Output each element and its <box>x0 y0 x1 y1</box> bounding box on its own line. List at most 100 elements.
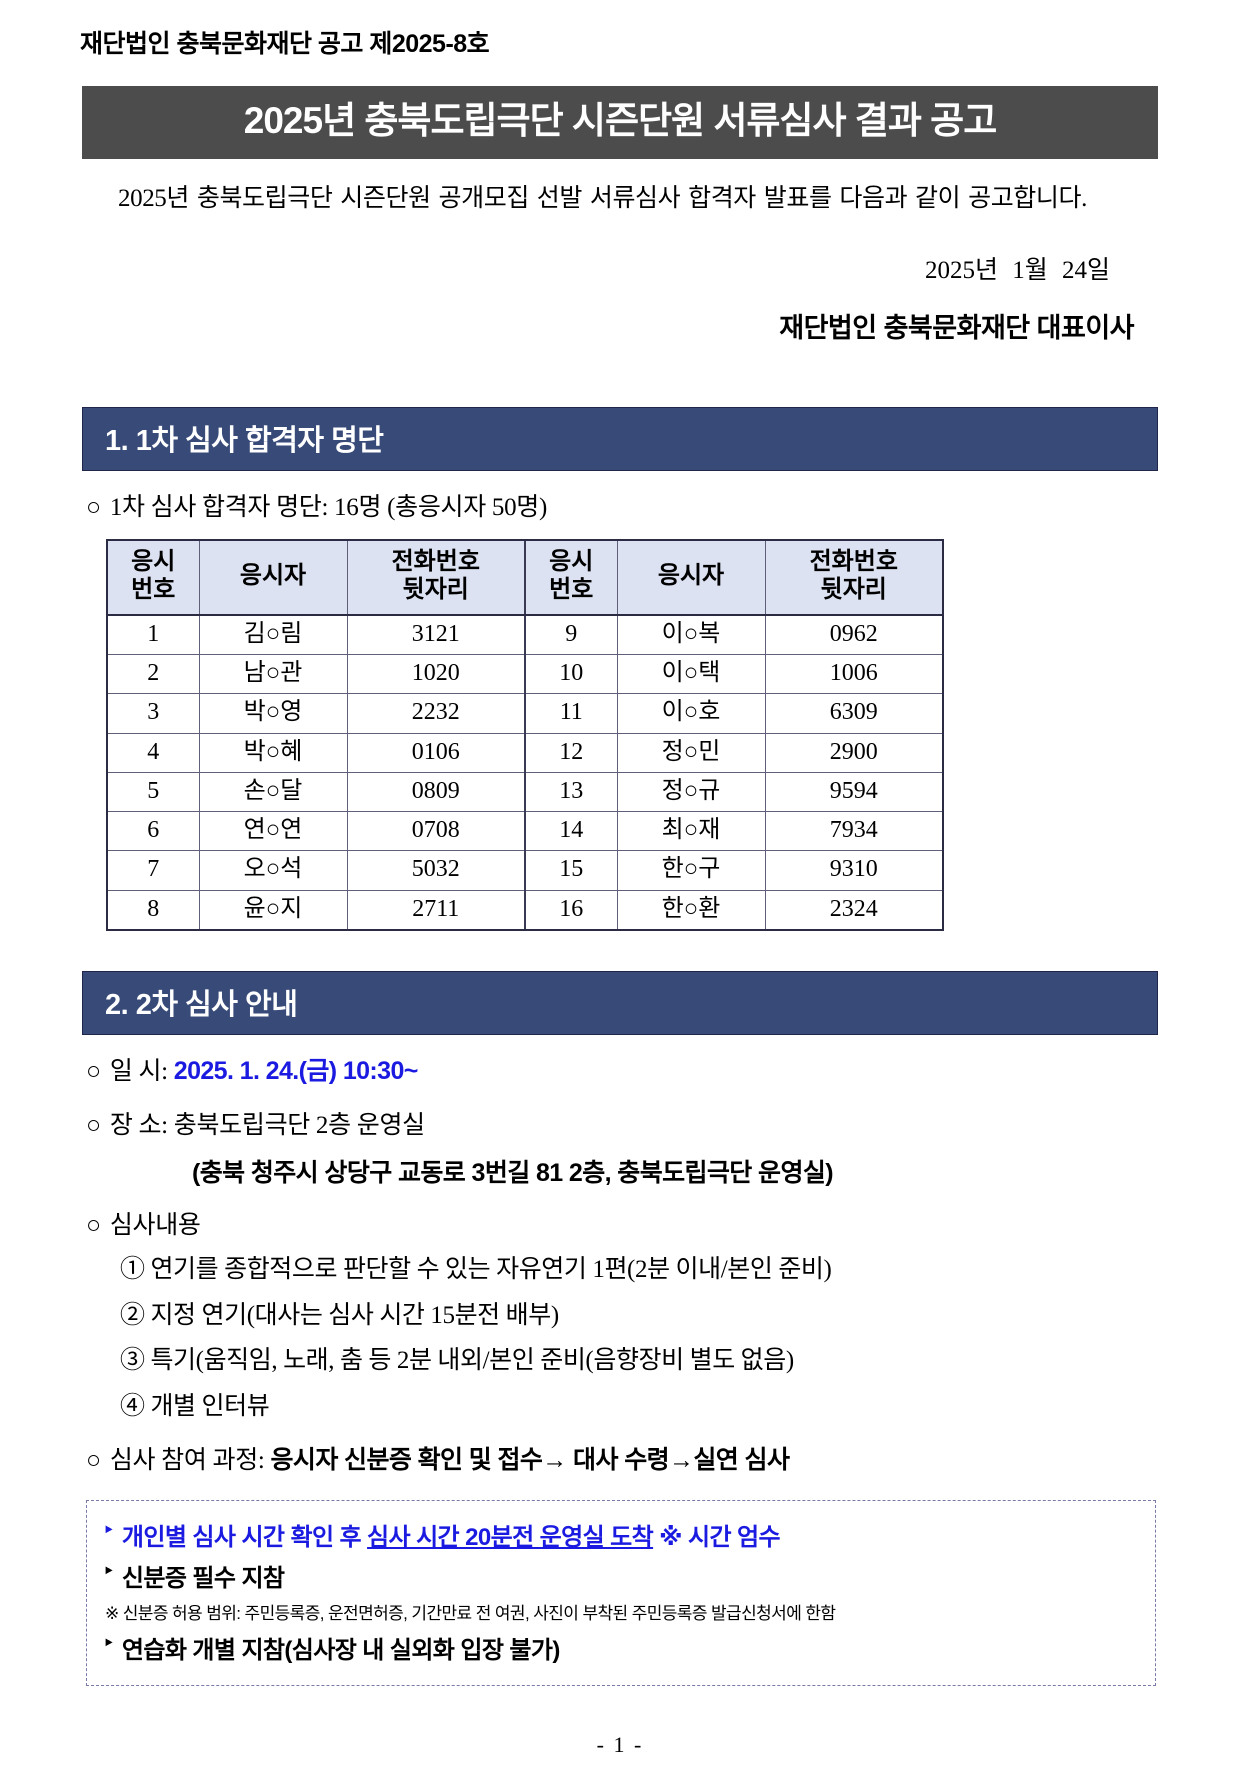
notice-text: 신분증 필수 지참 <box>122 1558 285 1593</box>
schedule-line: ○ 일 시: 2025. 1. 24.(금) 10:30~ <box>86 1055 1168 1089</box>
cell-applicant-no-left: 8 <box>106 889 200 932</box>
cell-applicant-name-left: 박○영 <box>198 693 348 734</box>
cell-applicant-name-right: 정○민 <box>616 732 766 773</box>
document-number: 재단법인 충북문화재단 공고 제2025-8호 <box>80 30 490 58</box>
review-content-label: 심사내용 <box>109 1211 201 1239</box>
table-row: 5 손○달 0809 13 정○규 9594 <box>106 771 944 813</box>
cell-applicant-name-left: 오○석 <box>198 850 348 891</box>
table-row: 3 박○영 2232 11 이○호 6309 <box>106 693 944 734</box>
review-content-item-2: ② 지정 연기(대사는 심사 시간 15분전 배부) <box>120 1301 559 1329</box>
cell-phone-tail-right: 2324 <box>764 889 944 932</box>
cell-applicant-no-left: 6 <box>106 811 200 852</box>
th-phone-tail-right: 전화번호 뒷자리 <box>764 538 944 616</box>
triangle-bullet-icon: ‣ <box>103 1520 115 1541</box>
cell-applicant-name-right: 한○환 <box>616 889 766 932</box>
section-heading-2: 2. 2차 심사 안내 <box>82 971 1158 1036</box>
schedule-label: 일 시: <box>109 1058 168 1086</box>
page-number: - 1 - <box>596 1732 644 1758</box>
bullet-circle-icon: ○ <box>86 1058 101 1086</box>
triangle-bullet-icon: ‣ <box>103 1561 115 1582</box>
bullet-circle-icon: ○ <box>86 1447 101 1475</box>
cell-phone-tail-right: 2900 <box>764 732 944 773</box>
cell-applicant-no-left: 1 <box>106 614 200 655</box>
venue-value: 충북도립극단 2층 운영실 <box>173 1111 425 1139</box>
cell-phone-tail-right: 9594 <box>764 771 944 813</box>
cell-phone-tail-right: 7934 <box>764 811 944 852</box>
bullet-circle-icon: ○ <box>86 494 101 522</box>
intro-paragraph: 2025년 충북도립극단 시즌단원 공개모집 선발 서류심사 합격자 발표를 다… <box>118 184 1087 212</box>
th-phone-tail-left: 전화번호 뒷자리 <box>346 538 526 616</box>
cell-applicant-no-right: 16 <box>524 889 618 932</box>
table-row: 4 박○혜 0106 12 정○민 2900 <box>106 732 944 773</box>
process-value: 응시자 신분증 확인 및 접수→ 대사 수령→실연 심사 <box>270 1446 790 1475</box>
section1-summary-text: 1차 심사 합격자 명단: 16명 (총응시자 50명) <box>109 494 548 522</box>
cell-phone-tail-left: 2711 <box>346 889 526 932</box>
table-row: 7 오○석 5032 15 한○구 9310 <box>106 850 944 891</box>
cell-applicant-no-left: 4 <box>106 732 200 773</box>
cell-applicant-no-right: 12 <box>524 732 618 773</box>
th-applicant-no-right: 응시 번호 <box>524 538 618 616</box>
cell-phone-tail-left: 2232 <box>346 693 526 734</box>
cell-phone-tail-right: 6309 <box>764 693 944 734</box>
cell-phone-tail-right: 0962 <box>764 614 944 655</box>
cell-phone-tail-right: 9310 <box>764 850 944 891</box>
cell-applicant-name-right: 한○구 <box>616 850 766 891</box>
th-applicant-name-right: 응시자 <box>616 538 766 616</box>
notice-line-1: ‣ 개인별 심사 시간 확인 후 심사 시간 20분전 운영실 도착 ※ 시간 엄… <box>103 1517 1139 1552</box>
notice-line-2: ‣ 신분증 필수 지참 <box>103 1558 1139 1593</box>
cell-applicant-no-left: 2 <box>106 653 200 695</box>
venue-line: ○ 장 소: 충북도립극단 2층 운영실 <box>86 1109 1168 1143</box>
cell-applicant-no-right: 15 <box>524 850 618 891</box>
cell-applicant-no-right: 10 <box>524 653 618 695</box>
venue-address: (충북 청주시 상당구 교동로 3번길 81 2층, 충북도립극단 운영실) <box>192 1158 834 1187</box>
th-applicant-no-left: 응시 번호 <box>106 538 200 616</box>
cell-phone-tail-left: 5032 <box>346 850 526 891</box>
notice-text-tail: ※ 시간 엄수 <box>653 1524 780 1552</box>
review-content-item-1: ① 연기를 종합적으로 판단할 수 있는 자유연기 1편(2분 이내/본인 준비… <box>120 1256 832 1284</box>
cell-phone-tail-left: 0809 <box>346 771 526 813</box>
notice-text-lead: 연습화 개별 지참(심사장 내 실외화 입장 불가) <box>121 1637 560 1665</box>
cell-applicant-no-left: 7 <box>106 850 200 891</box>
cell-applicant-name-left: 손○달 <box>198 771 348 813</box>
notice-text-lead: 신분증 필수 지참 <box>121 1565 285 1593</box>
cell-phone-tail-left: 0106 <box>346 732 526 773</box>
triangle-bullet-icon: ‣ <box>103 1633 115 1654</box>
cell-phone-tail-left: 0708 <box>346 811 526 852</box>
table-row: 6 연○연 0708 14 최○재 7934 <box>106 811 944 852</box>
notice-line-3: ‣ 연습화 개별 지참(심사장 내 실외화 입장 불가) <box>103 1630 1139 1665</box>
table-header-row: 응시 번호 응시자 전화번호 뒷자리 응시 번호 응시자 전 <box>106 538 944 616</box>
cell-applicant-name-left: 남○관 <box>198 653 348 695</box>
table-row: 1 김○림 3121 9 이○복 0962 <box>106 614 944 655</box>
cell-applicant-name-right: 최○재 <box>616 811 766 852</box>
notice-text: 개인별 심사 시간 확인 후 심사 시간 20분전 운영실 도착 ※ 시간 엄수 <box>122 1517 781 1552</box>
notice-text-emphasis: 심사 시간 20분전 운영실 도착 <box>367 1524 654 1552</box>
pass-list-table: 응시 번호 응시자 전화번호 뒷자리 응시 번호 응시자 전 <box>106 538 944 932</box>
cell-applicant-name-right: 이○택 <box>616 653 766 695</box>
document-title-banner: 2025년 충북도립극단 시즌단원 서류심사 결과 공고 <box>82 86 1158 159</box>
cell-applicant-name-left: 박○혜 <box>198 732 348 773</box>
bullet-circle-icon: ○ <box>86 1211 101 1239</box>
th-applicant-name-left: 응시자 <box>198 538 348 616</box>
schedule-value: 2025. 1. 24.(금) 10:30~ <box>173 1057 419 1086</box>
table-row: 2 남○관 1020 10 이○택 1006 <box>106 653 944 695</box>
cell-applicant-name-left: 윤○지 <box>198 889 348 932</box>
cell-applicant-no-right: 11 <box>524 693 618 734</box>
review-content-item-4: ④ 개별 인터뷰 <box>120 1392 270 1420</box>
venue-label: 장 소: <box>109 1111 168 1139</box>
process-label: 심사 참여 과정: <box>109 1447 265 1475</box>
table-row: 8 윤○지 2711 16 한○환 2324 <box>106 889 944 932</box>
issue-date: 2025년 1월 24일 <box>924 257 1110 285</box>
cell-applicant-name-right: 이○복 <box>616 614 766 655</box>
cell-phone-tail-left: 1020 <box>346 653 526 695</box>
id-fine-print: ※ 신분증 허용 범위: 주민등록증, 운전면허증, 기간만료 전 여권, 사진… <box>105 1604 836 1624</box>
cell-applicant-no-right: 9 <box>524 614 618 655</box>
cell-phone-tail-left: 3121 <box>346 614 526 655</box>
review-content-item-3: ③ 특기(움직임, 노래, 춤 등 2분 내외/본인 준비(음향장비 별도 없음… <box>120 1347 794 1375</box>
section-heading-1: 1. 1차 심사 합격자 명단 <box>82 407 1158 472</box>
cell-applicant-name-left: 김○림 <box>198 614 348 655</box>
bullet-circle-icon: ○ <box>86 1111 101 1139</box>
cell-applicant-no-left: 5 <box>106 771 200 813</box>
important-notice-box: ‣ 개인별 심사 시간 확인 후 심사 시간 20분전 운영실 도착 ※ 시간 엄… <box>86 1500 1156 1687</box>
notice-text: 연습화 개별 지참(심사장 내 실외화 입장 불가) <box>122 1630 560 1665</box>
